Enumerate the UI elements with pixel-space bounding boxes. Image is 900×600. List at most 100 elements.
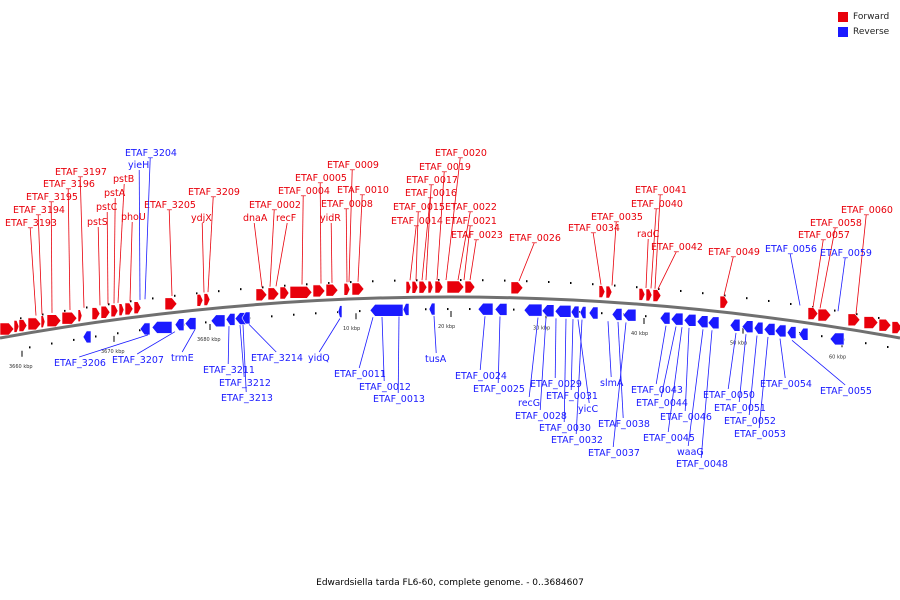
track-dot <box>504 279 506 282</box>
track-dot <box>64 309 66 312</box>
scale-label-8: 60 kbp <box>829 354 846 360</box>
forward-gene-14 <box>164 297 178 311</box>
forward-label-psta: pstA <box>104 188 126 199</box>
track-dot <box>469 308 471 311</box>
reverse-gene-16 <box>541 304 555 318</box>
reverse-leader-etaf-0055 <box>791 339 846 386</box>
forward-label-etaf-0009: ETAF_0009 <box>327 160 379 171</box>
track-dot <box>447 308 449 311</box>
reverse-leader-yieh <box>138 169 141 300</box>
forward-gene-1 <box>13 320 20 333</box>
forward-label-yidr: yidR <box>320 213 341 224</box>
track-dot <box>293 313 295 316</box>
forward-leader-etaf-0060 <box>855 214 867 315</box>
track-dot <box>865 342 867 345</box>
forward-leader-psta <box>113 197 116 304</box>
forward-gene-26 <box>411 280 419 294</box>
track-dot <box>86 306 88 309</box>
reverse-leader-waag <box>687 329 704 447</box>
forward-gene-7 <box>77 309 83 323</box>
reverse-leader-etaf-0053 <box>758 336 769 429</box>
reverse-gene-25 <box>683 314 697 327</box>
track-dot <box>20 317 22 320</box>
track-dot <box>139 329 141 332</box>
reverse-gene-20 <box>588 306 599 320</box>
track-dot <box>614 284 616 287</box>
forward-leader-phou <box>129 221 133 302</box>
reverse-leader-etaf-0013 <box>397 316 400 394</box>
reverse-label-etaf-0011: ETAF_0011 <box>334 369 386 380</box>
forward-gene-9 <box>100 305 111 319</box>
track-dot <box>394 279 396 282</box>
reverse-gene-0 <box>82 330 92 344</box>
forward-gene-18 <box>267 287 280 301</box>
reverse-leader-etaf-0038 <box>617 321 624 419</box>
scale-label-0: 3660 kbp <box>9 364 33 370</box>
reverse-leader-slma <box>607 321 612 378</box>
reverse-gene-10 <box>369 304 404 317</box>
track-dot <box>438 279 440 282</box>
legend-forward-label: Forward <box>853 11 890 22</box>
forward-leader-recf <box>275 222 288 287</box>
reverse-label-etaf-0053: ETAF_0053 <box>734 429 786 440</box>
scale-label-3: 10 kbp <box>343 326 360 332</box>
forward-label-etaf-0023: ETAF_0023 <box>451 230 503 241</box>
reverse-label-etaf-0013: ETAF_0013 <box>373 394 425 405</box>
forward-leader-etaf-0040 <box>650 208 657 289</box>
forward-leader-etaf-0035 <box>611 221 617 286</box>
forward-leader-etaf-0057 <box>812 239 824 308</box>
reverse-label-etaf-0037: ETAF_0037 <box>588 448 640 459</box>
reverse-leader-etaf-3206 <box>79 334 149 358</box>
reverse-leader-trme <box>181 329 196 353</box>
forward-leader-etaf-3196 <box>67 188 71 310</box>
reverse-label-etaf-3204: ETAF_3204 <box>125 148 177 159</box>
reverse-gene-3 <box>174 318 185 331</box>
reverse-label-etaf-0028: ETAF_0028 <box>515 411 567 422</box>
track-dot <box>284 284 286 287</box>
forward-gene-35 <box>638 288 646 301</box>
track-dot <box>108 303 110 306</box>
forward-leader-dnaa <box>253 222 263 288</box>
forward-label-etaf-0049: ETAF_0049 <box>708 247 760 258</box>
scale-label-7: 50 kbp <box>730 341 747 347</box>
track-dot <box>834 309 836 312</box>
reverse-gene-14 <box>494 303 508 316</box>
reverse-label-tusa: tusA <box>425 354 447 365</box>
forward-leader-etaf-0015 <box>415 211 419 281</box>
track-dot <box>51 342 53 345</box>
forward-gene-28 <box>427 280 434 294</box>
forward-label-etaf-0019: ETAF_0019 <box>419 162 471 173</box>
track-dot <box>856 313 858 316</box>
reverse-gene-8 <box>241 311 251 325</box>
forward-label-etaf-0017: ETAF_0017 <box>406 175 458 186</box>
reverse-label-etaf-0059: ETAF_0059 <box>820 248 872 259</box>
forward-label-etaf-3197: ETAF_3197 <box>55 167 107 178</box>
reverse-gene-31 <box>763 323 776 336</box>
track-dot <box>315 312 317 315</box>
scale-label-1: 3670 kbp <box>101 349 125 355</box>
reverse-gene-2 <box>151 321 173 334</box>
reverse-leader-etaf-0051 <box>738 334 747 403</box>
forward-leader-etaf-0009 <box>348 169 353 283</box>
reverse-gene-22 <box>622 308 637 322</box>
track-dot <box>746 297 748 300</box>
legend-reverse-label: Reverse <box>853 26 890 37</box>
reverse-leader-etaf-3204 <box>144 157 151 300</box>
reverse-leader-etaf-0046 <box>684 327 690 412</box>
reverse-leader-yicc <box>577 319 590 404</box>
track-dot <box>73 338 75 341</box>
track-dot <box>416 279 418 282</box>
forward-label-etaf-3193: ETAF_3193 <box>5 218 57 229</box>
reverse-gene-17 <box>554 304 572 318</box>
forward-gene-31 <box>464 280 476 294</box>
forward-leader-etaf-0049 <box>723 256 734 296</box>
forward-leader-etaf-0034 <box>592 232 602 285</box>
reverse-label-etaf-0024: ETAF_0024 <box>455 371 507 382</box>
track-dot <box>680 289 682 292</box>
forward-gene-36 <box>645 288 653 302</box>
forward-gene-43 <box>878 318 892 332</box>
legend: Forward Reverse <box>838 9 900 39</box>
reverse-label-etaf-0051: ETAF_0051 <box>714 403 766 414</box>
forward-label-etaf-0057: ETAF_0057 <box>798 230 850 241</box>
forward-label-etaf-0041: ETAF_0041 <box>635 185 687 196</box>
